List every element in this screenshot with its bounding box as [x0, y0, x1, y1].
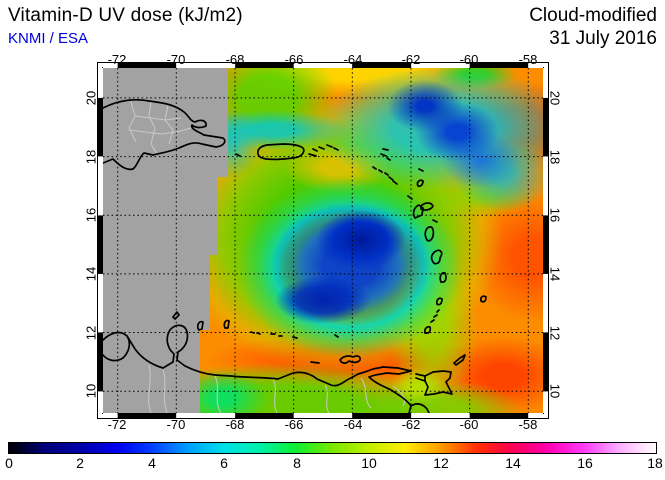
- frame-bar-right: [543, 68, 548, 413]
- product-label: Cloud-modified: [529, 5, 657, 26]
- lon-tick-label: -70: [166, 52, 186, 67]
- frame-bar-left: [98, 68, 103, 413]
- lon-tick-label: -68: [225, 417, 245, 432]
- no-data-region: [103, 68, 228, 413]
- coastlines: [103, 98, 487, 413]
- colorbar-tick-label: 0: [5, 455, 13, 471]
- lat-tick-label: 12: [83, 325, 99, 341]
- page-title: Vitamin-D UV dose (kJ/m2): [8, 5, 243, 26]
- lon-tick-label: -66: [284, 417, 304, 432]
- colorbar-tick-label: 4: [148, 455, 156, 471]
- colorbar-tick-label: 16: [577, 455, 593, 471]
- lat-tick-label: 14: [83, 266, 99, 282]
- graticule: [103, 68, 543, 413]
- lat-tick-label: 10: [547, 383, 563, 399]
- lon-tick-label: -62: [401, 52, 421, 67]
- lon-tick-label: -60: [459, 417, 479, 432]
- lon-tick-label: -60: [459, 52, 479, 67]
- lat-tick-label: 12: [547, 325, 563, 341]
- lat-tick-label: 10: [83, 383, 99, 399]
- lat-tick-label: 18: [547, 149, 563, 165]
- credit-label: KNMI / ESA: [8, 30, 89, 47]
- lat-tick-label: 20: [547, 90, 563, 106]
- colorbar-tick-label: 14: [505, 455, 521, 471]
- colorbar: [8, 442, 657, 454]
- lat-tick-label: 16: [547, 207, 563, 223]
- colorbar-tick-label: 10: [361, 455, 377, 471]
- lon-tick-label: -64: [343, 417, 363, 432]
- colorbar-tick-label: 18: [647, 455, 663, 471]
- colorbar-tick-label: 8: [293, 455, 301, 471]
- lon-tick-label: -62: [401, 417, 421, 432]
- frame-bar-top: [103, 63, 543, 68]
- colorbar-tick-label: 12: [433, 455, 449, 471]
- map-frame: [97, 62, 549, 419]
- frame-bar-bottom: [103, 413, 543, 418]
- lon-tick-label: -58: [518, 52, 538, 67]
- lon-tick-label: -58: [518, 417, 538, 432]
- lon-tick-label: -64: [343, 52, 363, 67]
- map-canvas: [103, 68, 543, 413]
- lat-tick-label: 16: [83, 207, 99, 223]
- lat-tick-label: 18: [83, 149, 99, 165]
- lat-tick-label: 14: [547, 266, 563, 282]
- colorbar-tick-label: 2: [76, 455, 84, 471]
- political-borders-rivers: [128, 101, 406, 413]
- lat-tick-label: 20: [83, 90, 99, 106]
- colorbar-tick-label: 6: [220, 455, 228, 471]
- lon-tick-label: -68: [225, 52, 245, 67]
- lon-tick-label: -72: [107, 52, 127, 67]
- lon-tick-label: -66: [284, 52, 304, 67]
- date-label: 31 July 2016: [549, 28, 657, 49]
- lon-tick-label: -72: [107, 417, 127, 432]
- lon-tick-label: -70: [166, 417, 186, 432]
